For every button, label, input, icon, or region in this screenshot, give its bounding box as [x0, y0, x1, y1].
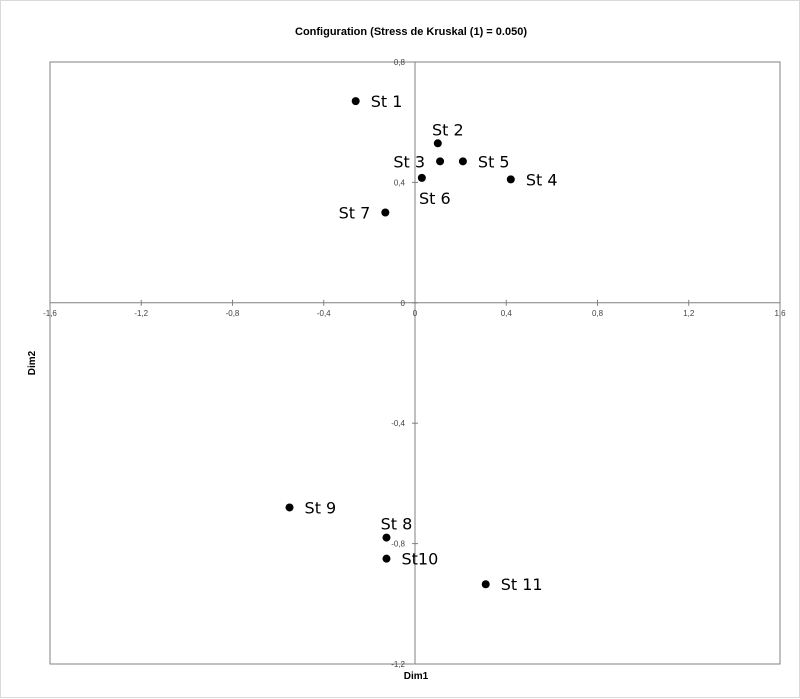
x-tick-label: -1,2	[134, 309, 148, 318]
y-tick-label: 0	[401, 299, 406, 308]
data-point	[285, 503, 294, 512]
points-group: St 1 St 2 St 3 St 5 St 6 St 4 St 7 St 9 St 8 St10…	[285, 92, 558, 594]
x-tick-label: 0,8	[592, 309, 604, 318]
ticks-group: -1,6 -1,2 -0,8 -0,4 0 0,4 0,8 1,2 1,6 0,8 0,4 0 -0,4…	[43, 58, 786, 669]
data-point-label: St 3	[393, 152, 425, 171]
data-point-label: St 4	[526, 170, 558, 189]
x-tick-label: -0,4	[317, 309, 331, 318]
y-tick-label: -0,4	[391, 419, 405, 428]
data-point	[506, 175, 515, 184]
data-point	[417, 173, 426, 182]
y-tick-label: 0,8	[394, 58, 406, 67]
y-tick-label: -1,2	[391, 660, 405, 669]
x-tick-label: -0,8	[226, 309, 240, 318]
data-point	[458, 157, 467, 166]
y-axis-title: Dim2	[27, 350, 38, 375]
data-point-label: St 11	[501, 575, 543, 594]
data-point	[382, 533, 391, 542]
data-point	[436, 157, 445, 166]
data-point-label: St10	[401, 550, 438, 569]
data-point-label: St 8	[381, 515, 413, 534]
data-point-label: St 7	[339, 204, 371, 223]
y-tick-label: 0,4	[394, 178, 406, 187]
chart-title: Configuration (Stress de Kruskal (1) = 0…	[295, 26, 527, 38]
data-point	[433, 139, 442, 148]
y-tick-label: -0,8	[391, 540, 405, 549]
data-point	[381, 208, 390, 217]
data-point-label: St 6	[419, 189, 451, 208]
x-tick-label: 0,4	[501, 309, 513, 318]
data-point	[481, 580, 490, 589]
x-tick-label: 1,6	[774, 309, 786, 318]
data-point	[351, 97, 360, 106]
data-point-label: St 2	[432, 120, 464, 139]
x-axis-title: Dim1	[404, 671, 429, 682]
data-point-label: St 5	[478, 152, 510, 171]
x-tick-label: 1,2	[683, 309, 695, 318]
x-tick-label: -1,6	[43, 309, 57, 318]
data-point-label: St 1	[371, 92, 403, 111]
data-point	[382, 554, 391, 563]
data-point-label: St 9	[305, 498, 337, 517]
x-tick-label: 0	[413, 309, 418, 318]
